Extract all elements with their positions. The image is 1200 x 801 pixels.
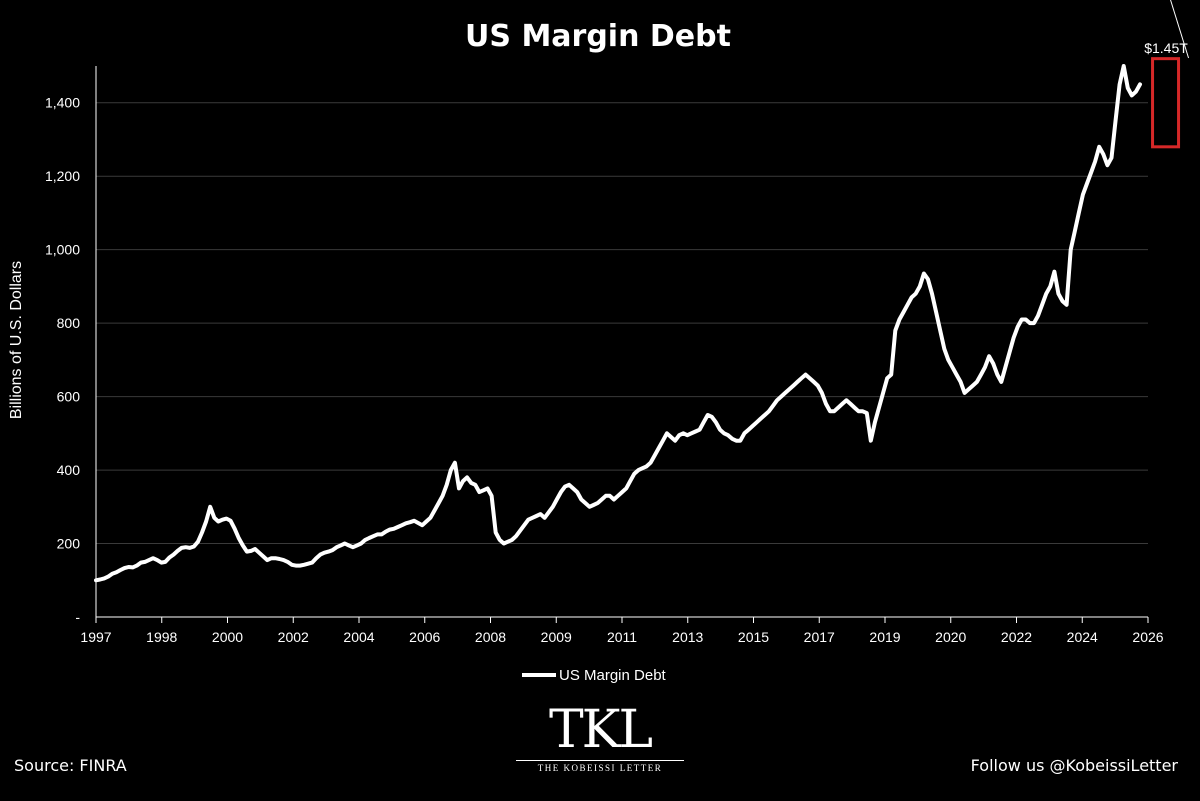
chart-title: US Margin Debt	[465, 19, 731, 54]
x-tick-label: 2006	[409, 629, 440, 645]
x-tick-label: 1997	[80, 629, 111, 645]
x-axis-ticks: 1997 1998 2000 2002 2004 2006 2008 2009 2011 2013…	[80, 617, 1164, 645]
series-group	[94, 64, 1142, 583]
highlight-box	[1151, 57, 1181, 149]
annotation-leader	[1170, 0, 1190, 59]
x-tick-label: 2004	[343, 629, 374, 645]
series-line-us-margin-debt	[94, 64, 1142, 583]
legend: US Margin Debt	[522, 667, 667, 684]
y-axis-label: Billions of U.S. Dollars	[8, 261, 25, 419]
y-gridlines	[96, 102, 1148, 545]
x-tick-label: 2013	[672, 629, 703, 645]
follow-link[interactable]: Follow us @KobeissiLetter	[970, 756, 1178, 775]
source-note: Source: FINRA	[14, 756, 127, 775]
x-tick-label: 2015	[738, 629, 769, 645]
y-tick-label: 400	[57, 462, 81, 478]
x-tick-label: 2017	[804, 629, 835, 645]
y-tick-label: 800	[57, 315, 81, 331]
x-tick-label: 2019	[869, 629, 900, 645]
x-tick-label: 2002	[278, 629, 309, 645]
x-tick-label: 2022	[1001, 629, 1032, 645]
logo-subtitle: THE KOBEISSI LETTER	[516, 760, 684, 773]
annotation-group: $1.45T	[1144, 0, 1190, 149]
y-tick-label: 1,000	[45, 242, 80, 258]
margin-debt-chart: US Margin Debt - 200 400 600 800 1,000 1,200 1,…	[8, 0, 1190, 684]
x-tick-label: 2026	[1132, 629, 1163, 645]
legend-label: US Margin Debt	[559, 667, 667, 684]
y-tick-label: 200	[57, 536, 81, 552]
x-tick-label: 2000	[212, 629, 243, 645]
x-tick-label: 2020	[935, 629, 966, 645]
logo-mark: TKL	[548, 700, 653, 760]
y-tick-label: 1,400	[45, 95, 80, 111]
x-tick-label: 1998	[146, 629, 177, 645]
x-tick-label: 2008	[475, 629, 506, 645]
y-tick-label: 1,200	[45, 168, 80, 184]
x-tick-label: 2009	[541, 629, 572, 645]
x-tick-label: 2024	[1067, 629, 1098, 645]
y-tick-label: -	[75, 609, 80, 625]
y-axis-ticks: - 200 400 600 800 1,000 1,200 1,400	[45, 95, 80, 625]
tkl-logo: TKL THE KOBEISSI LETTER	[512, 700, 688, 773]
y-tick-label: 600	[57, 389, 81, 405]
x-tick-label: 2011	[607, 629, 637, 645]
annotation-label: $1.45T	[1144, 40, 1188, 56]
